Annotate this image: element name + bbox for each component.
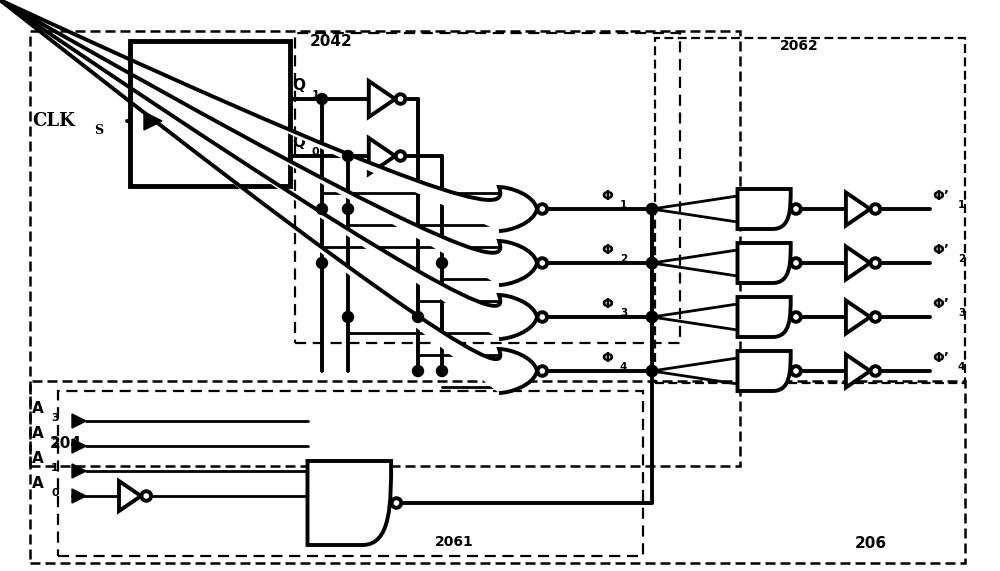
Circle shape xyxy=(538,204,547,214)
Text: 1: 1 xyxy=(620,200,627,210)
Circle shape xyxy=(538,258,547,268)
Bar xyxy=(30,31,740,466)
Polygon shape xyxy=(144,112,162,130)
Text: S: S xyxy=(94,124,103,138)
Circle shape xyxy=(871,312,880,322)
Text: 2: 2 xyxy=(958,254,965,264)
Bar xyxy=(58,391,643,556)
Text: 计数器: 计数器 xyxy=(195,87,225,105)
Circle shape xyxy=(396,94,405,104)
PathPatch shape xyxy=(0,295,537,571)
Circle shape xyxy=(142,491,151,501)
Text: 3: 3 xyxy=(620,308,627,318)
Text: 204: 204 xyxy=(50,436,82,451)
Circle shape xyxy=(342,151,354,162)
PathPatch shape xyxy=(738,243,791,283)
Text: 0: 0 xyxy=(312,147,320,157)
Text: A: A xyxy=(32,451,44,466)
Circle shape xyxy=(646,365,658,376)
Text: 2041: 2041 xyxy=(187,136,233,154)
Text: A: A xyxy=(32,476,44,491)
Text: Q: Q xyxy=(292,78,305,93)
Circle shape xyxy=(791,312,801,322)
Text: 2: 2 xyxy=(620,254,627,264)
Text: 3: 3 xyxy=(51,413,59,423)
Text: Φ’: Φ’ xyxy=(932,351,949,365)
Circle shape xyxy=(646,258,658,268)
PathPatch shape xyxy=(738,297,791,337)
Circle shape xyxy=(316,203,328,215)
Polygon shape xyxy=(72,489,86,503)
Circle shape xyxy=(791,204,801,214)
Circle shape xyxy=(342,312,354,323)
PathPatch shape xyxy=(0,349,537,571)
Circle shape xyxy=(342,203,354,215)
Polygon shape xyxy=(369,81,395,117)
Polygon shape xyxy=(846,192,870,226)
Circle shape xyxy=(436,365,448,376)
Polygon shape xyxy=(846,247,870,279)
PathPatch shape xyxy=(738,351,791,391)
Text: A: A xyxy=(32,426,44,441)
Text: Φ’: Φ’ xyxy=(932,243,949,257)
Text: Φ’: Φ’ xyxy=(932,297,949,311)
Circle shape xyxy=(646,203,658,215)
PathPatch shape xyxy=(308,461,391,545)
Text: 2061: 2061 xyxy=(435,535,474,549)
Text: Φ: Φ xyxy=(601,351,613,365)
Circle shape xyxy=(871,258,880,268)
Text: 2: 2 xyxy=(51,438,59,448)
Circle shape xyxy=(871,366,880,376)
Text: Φ’: Φ’ xyxy=(932,189,949,203)
PathPatch shape xyxy=(0,187,537,571)
Circle shape xyxy=(392,498,401,508)
Text: 1: 1 xyxy=(958,200,965,210)
Text: 2042: 2042 xyxy=(310,34,353,49)
Polygon shape xyxy=(846,300,870,333)
Bar xyxy=(655,38,965,383)
Circle shape xyxy=(791,366,801,376)
Circle shape xyxy=(646,365,658,376)
Circle shape xyxy=(538,366,547,376)
Circle shape xyxy=(396,151,405,161)
Circle shape xyxy=(646,258,658,268)
Text: CLK: CLK xyxy=(32,112,75,130)
Text: Φ: Φ xyxy=(601,297,613,311)
Circle shape xyxy=(316,94,328,104)
Circle shape xyxy=(436,258,448,268)
Text: 2062: 2062 xyxy=(780,39,819,53)
Circle shape xyxy=(646,312,658,323)
Polygon shape xyxy=(72,439,86,453)
Polygon shape xyxy=(72,464,86,478)
Text: 1: 1 xyxy=(51,463,59,473)
Bar xyxy=(30,381,965,563)
PathPatch shape xyxy=(738,189,791,229)
Bar xyxy=(130,41,290,186)
Circle shape xyxy=(413,365,424,376)
Circle shape xyxy=(316,258,328,268)
Text: 4: 4 xyxy=(958,362,965,372)
Text: 1: 1 xyxy=(312,90,320,100)
Circle shape xyxy=(871,204,880,214)
Text: Q: Q xyxy=(292,135,305,150)
Polygon shape xyxy=(119,481,141,511)
Text: 0: 0 xyxy=(51,488,59,498)
Circle shape xyxy=(646,203,658,215)
Text: 4: 4 xyxy=(620,362,627,372)
Circle shape xyxy=(538,312,547,322)
Text: 3: 3 xyxy=(958,308,965,318)
Text: A: A xyxy=(32,401,44,416)
Bar xyxy=(295,33,680,343)
Polygon shape xyxy=(369,138,395,174)
Text: 206: 206 xyxy=(855,536,887,551)
Polygon shape xyxy=(846,355,870,388)
Polygon shape xyxy=(72,414,86,428)
Text: Φ: Φ xyxy=(601,243,613,257)
Circle shape xyxy=(646,312,658,323)
Text: Φ: Φ xyxy=(601,189,613,203)
Circle shape xyxy=(413,312,424,323)
PathPatch shape xyxy=(0,241,537,571)
Circle shape xyxy=(791,258,801,268)
